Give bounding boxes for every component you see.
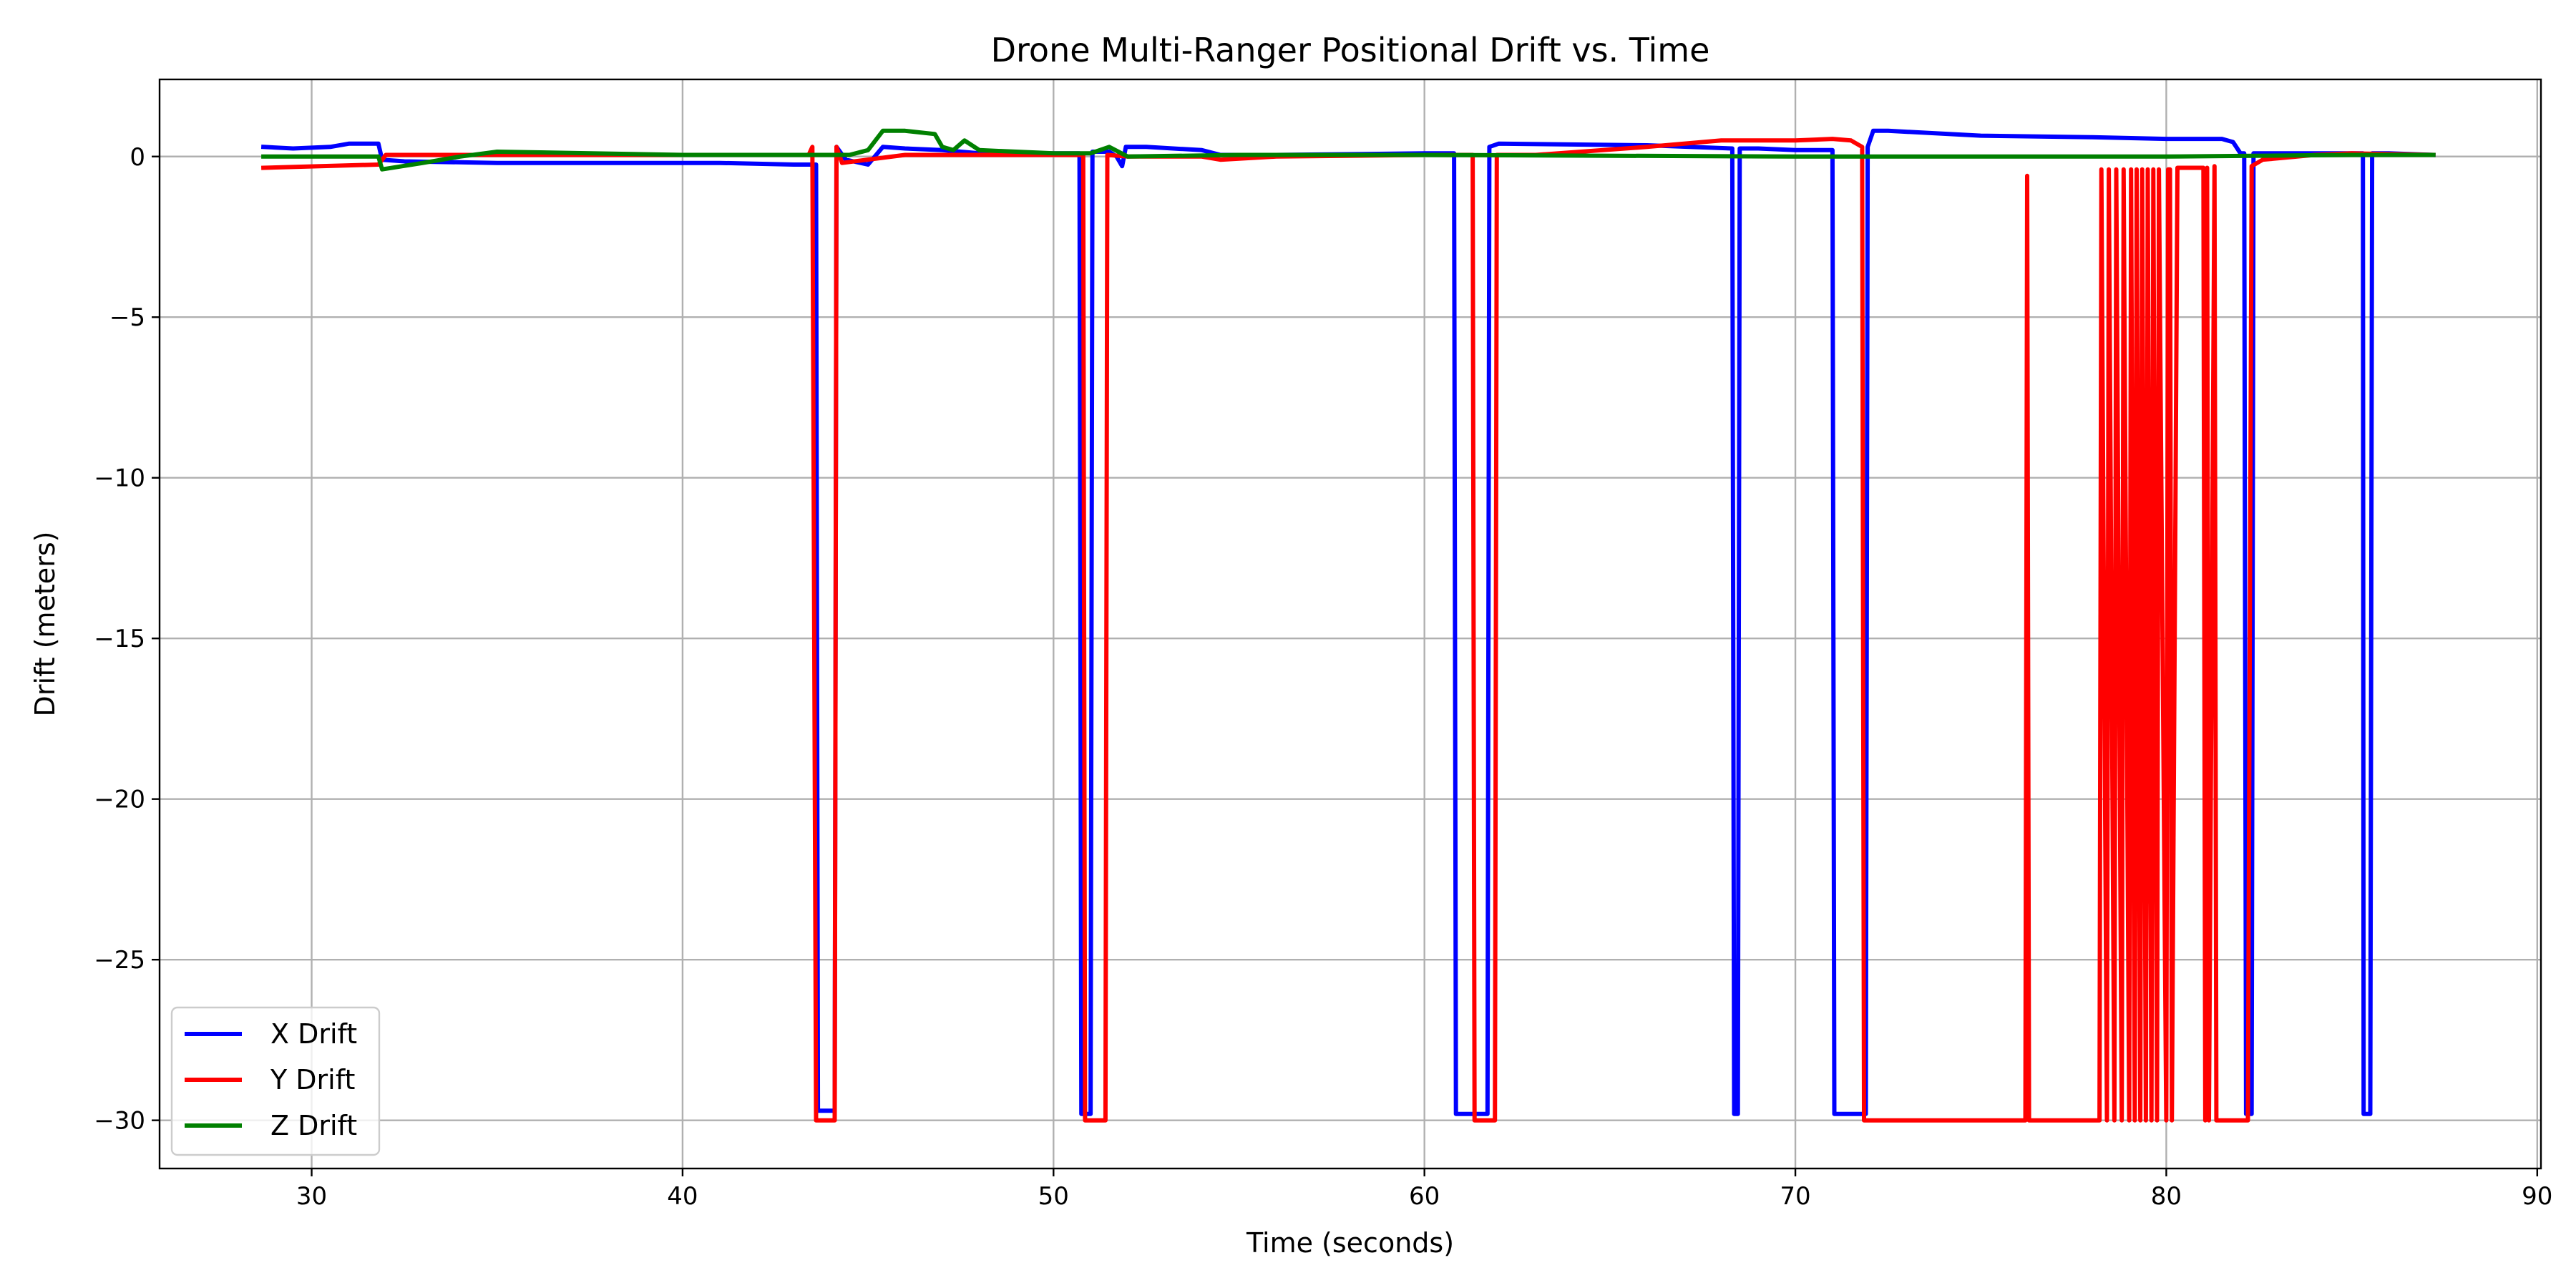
- x-tick-label: 70: [1780, 1182, 1810, 1211]
- chart-title: Drone Multi-Ranger Positional Drift vs. …: [991, 31, 1710, 69]
- x-tick-label: 40: [667, 1182, 698, 1211]
- x-tick-label: 30: [296, 1182, 327, 1211]
- y-tick-label: −15: [94, 625, 145, 653]
- x-tick-label: 80: [2151, 1182, 2182, 1211]
- x-axis-label: Time (seconds): [1246, 1227, 1454, 1259]
- y-tick-label: −10: [94, 464, 145, 493]
- legend-items: X Drift Y Drift Z Drift: [185, 1018, 357, 1141]
- legend-box: [170, 1006, 381, 1156]
- y-tick-label: −5: [109, 303, 145, 332]
- series-line-y-drift: [261, 137, 2436, 1123]
- legend-label: Y Drift: [270, 1064, 355, 1096]
- legend: X Drift Y Drift Z Drift: [170, 1006, 381, 1156]
- legend-label: X Drift: [270, 1018, 357, 1050]
- plot-frame: [158, 78, 2542, 1170]
- x-tick-label: 50: [1038, 1182, 1069, 1211]
- axis-ticks: 30 40 50 60 70 80 90 0 −5 −10 −15 −20 −25 −30: [94, 143, 2552, 1211]
- plot-lines: [260, 128, 2436, 1123]
- y-tick-label: 0: [130, 143, 145, 172]
- series-line-z-drift: [261, 128, 2436, 172]
- y-tick-label: −20: [94, 786, 145, 814]
- x-tick-label: 90: [2522, 1182, 2552, 1211]
- y-tick-label: −30: [94, 1107, 145, 1136]
- y-axis-label: Drift (meters): [29, 532, 61, 717]
- x-tick-label: 60: [1409, 1182, 1440, 1211]
- y-tick-label: −25: [94, 946, 145, 975]
- legend-label: Z Drift: [270, 1110, 357, 1141]
